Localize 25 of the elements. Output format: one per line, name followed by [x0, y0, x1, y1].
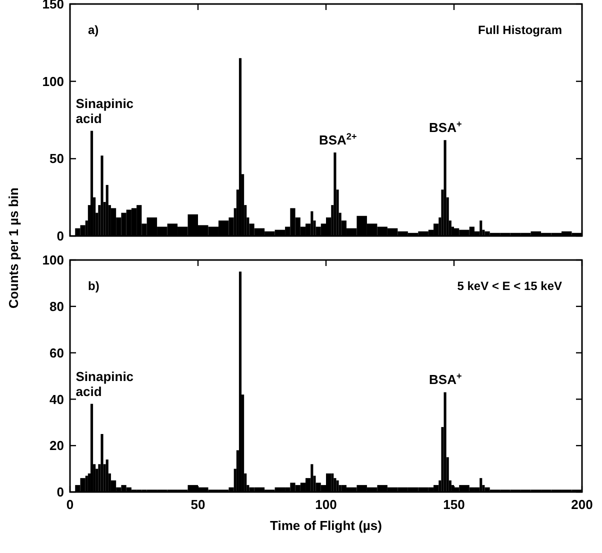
- y-tick-label: 100: [42, 252, 64, 268]
- x-tick-label: 150: [443, 497, 465, 512]
- y-tick-label: 0: [56, 228, 64, 244]
- y-tick-label: 20: [50, 438, 64, 454]
- y-tick-label: 60: [50, 345, 64, 360]
- x-tick-label: 0: [66, 497, 74, 512]
- annotation: a): [88, 23, 99, 37]
- y-tick-label: 100: [42, 74, 64, 89]
- annotation: Sinapinic acid: [76, 368, 134, 399]
- x-axis-title: Time of Flight (µs): [270, 518, 382, 533]
- x-tick-label: 100: [315, 497, 337, 512]
- x-tick-label: 50: [190, 497, 206, 512]
- annotation: BSA$^{+}$: [429, 371, 462, 388]
- annotation: BSA$^{+}$: [429, 119, 462, 136]
- y-tick-label: 40: [50, 392, 64, 407]
- annotation: BSA$^{2+}$: [318, 131, 357, 148]
- annotation: Sinapinic acid: [76, 96, 134, 126]
- y-axis-title: Counts per 1 µs bin: [6, 188, 21, 308]
- x-tick-label: 200: [571, 497, 593, 512]
- annotation: 5 keV < E < 15 keV: [457, 279, 562, 293]
- y-tick-label: 80: [50, 298, 64, 314]
- y-tick-label: 0: [56, 484, 64, 500]
- annotation: Full Histogram: [478, 23, 562, 37]
- y-tick-label: 50: [50, 151, 64, 166]
- annotation: b): [88, 279, 100, 293]
